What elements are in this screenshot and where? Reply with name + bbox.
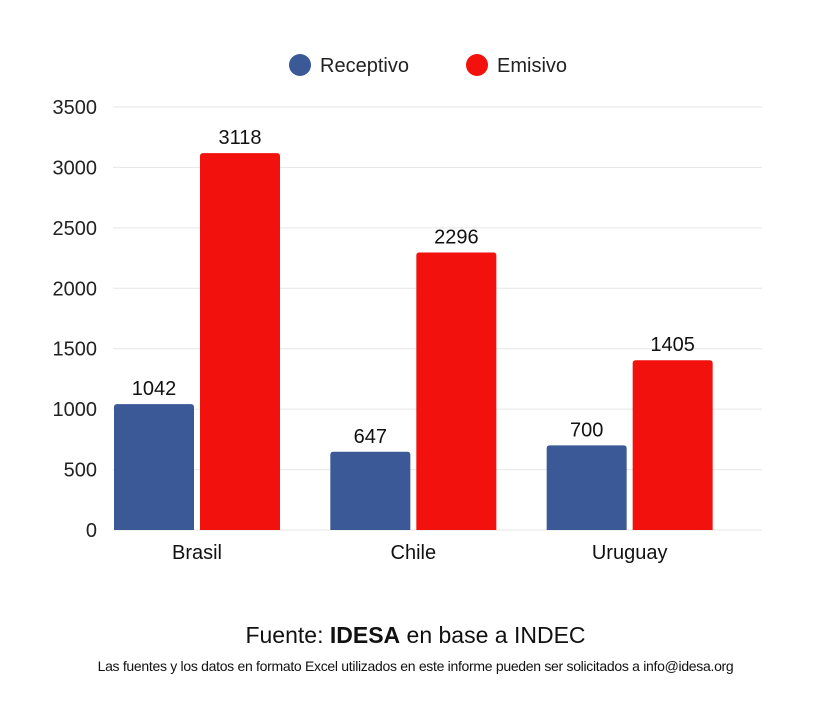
source-line: Fuente: IDESA en base a INDEC xyxy=(0,622,831,649)
source-name: IDESA xyxy=(329,622,401,648)
data-label: 1405 xyxy=(650,334,695,356)
data-label: 647 xyxy=(354,426,387,448)
y-tick-label: 500 xyxy=(64,460,97,482)
y-tick-label: 3000 xyxy=(53,157,98,179)
x-tick-label: Chile xyxy=(391,542,437,564)
data-label: 700 xyxy=(570,419,603,441)
bar-receptivo xyxy=(546,445,627,530)
data-label: 3118 xyxy=(218,127,261,149)
y-tick-label: 2500 xyxy=(53,218,98,240)
bar-receptivo xyxy=(330,451,411,530)
bar-emisivo xyxy=(632,360,713,530)
y-tick-label: 1500 xyxy=(53,339,98,361)
y-tick-label: 2000 xyxy=(53,278,98,300)
y-tick-label: 0 xyxy=(86,520,97,542)
data-label: 2296 xyxy=(434,227,479,249)
source-suffix: en base a INDEC xyxy=(400,622,586,648)
y-tick-label: 3500 xyxy=(53,97,98,119)
data-label: 1042 xyxy=(132,378,177,400)
bar-chart: 0 500 1000 1500 2000 2500 3000 3500 1042 3118 Bras… xyxy=(53,54,762,564)
bar-receptivo xyxy=(114,404,194,530)
legend-label: Receptivo xyxy=(320,55,409,77)
legend-marker xyxy=(466,54,488,76)
x-tick-label: Uruguay xyxy=(592,542,668,564)
x-tick-label: Brasil xyxy=(172,542,222,564)
bar-emisivo xyxy=(200,153,280,531)
legend-marker xyxy=(289,54,311,76)
legend-label: Emisivo xyxy=(497,55,567,77)
footer-note: Las fuentes y los datos en formato Excel… xyxy=(97,658,734,674)
source-prefix: Fuente: xyxy=(245,622,330,648)
bar-emisivo xyxy=(416,252,497,530)
y-tick-label: 1000 xyxy=(53,399,98,421)
